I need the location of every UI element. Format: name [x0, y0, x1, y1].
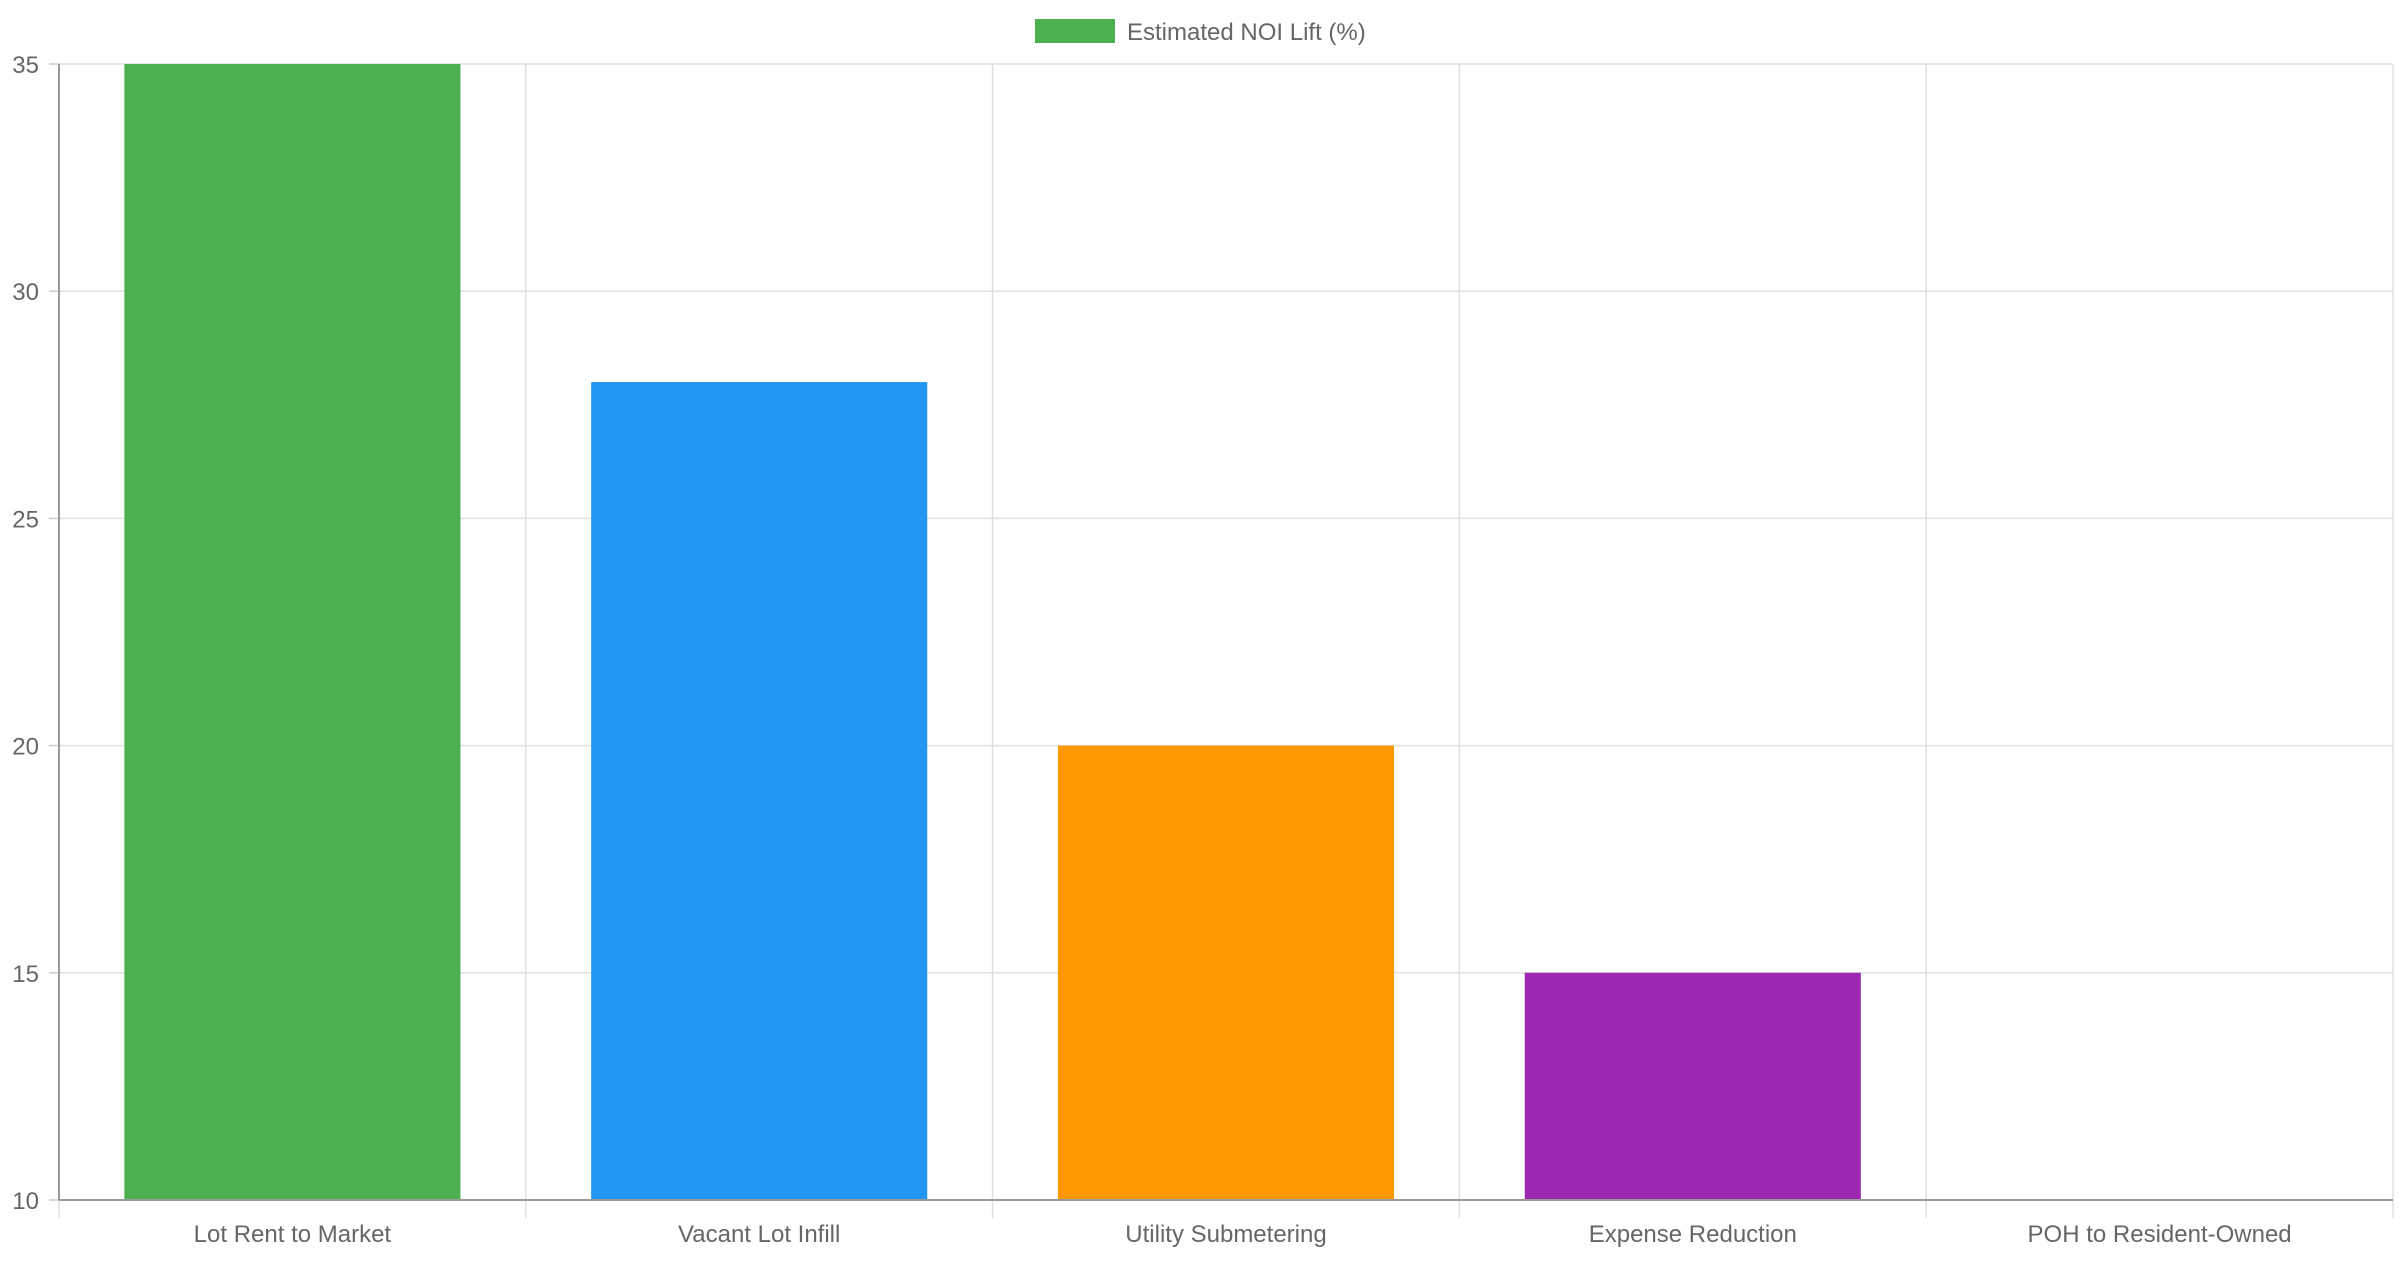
- legend-swatch[interactable]: [1035, 19, 1115, 43]
- bar-expense-reduction[interactable]: [1524, 972, 1861, 1200]
- y-tick-label: 15: [12, 961, 39, 988]
- x-tick-label: Expense Reduction: [1589, 1221, 1797, 1248]
- x-tick-label: Utility Submetering: [1125, 1221, 1326, 1248]
- legend-label[interactable]: Estimated NOI Lift (%): [1127, 19, 1366, 46]
- x-tick-label: POH to Resident-Owned: [2028, 1221, 2292, 1248]
- x-tick-label: Vacant Lot Infill: [678, 1221, 840, 1248]
- x-tick-label: Lot Rent to Market: [194, 1221, 392, 1248]
- bars: [124, 64, 1861, 1201]
- y-tick-label: 35: [12, 52, 39, 79]
- y-tick-label: 10: [12, 1188, 39, 1215]
- bar-lot-rent-to-market[interactable]: [124, 64, 461, 1200]
- legend[interactable]: Estimated NOI Lift (%): [1035, 19, 1366, 46]
- bar-utility-submetering[interactable]: [1057, 745, 1395, 1200]
- bar-vacant-lot-infill[interactable]: [591, 382, 928, 1201]
- y-tick-label: 25: [12, 506, 39, 533]
- axes: 10 15 20 25 30 35 Lot Rent to Market Vacant Lot…: [12, 52, 2393, 1248]
- y-tick-label: 20: [12, 734, 39, 761]
- y-tick-label: 30: [12, 279, 39, 306]
